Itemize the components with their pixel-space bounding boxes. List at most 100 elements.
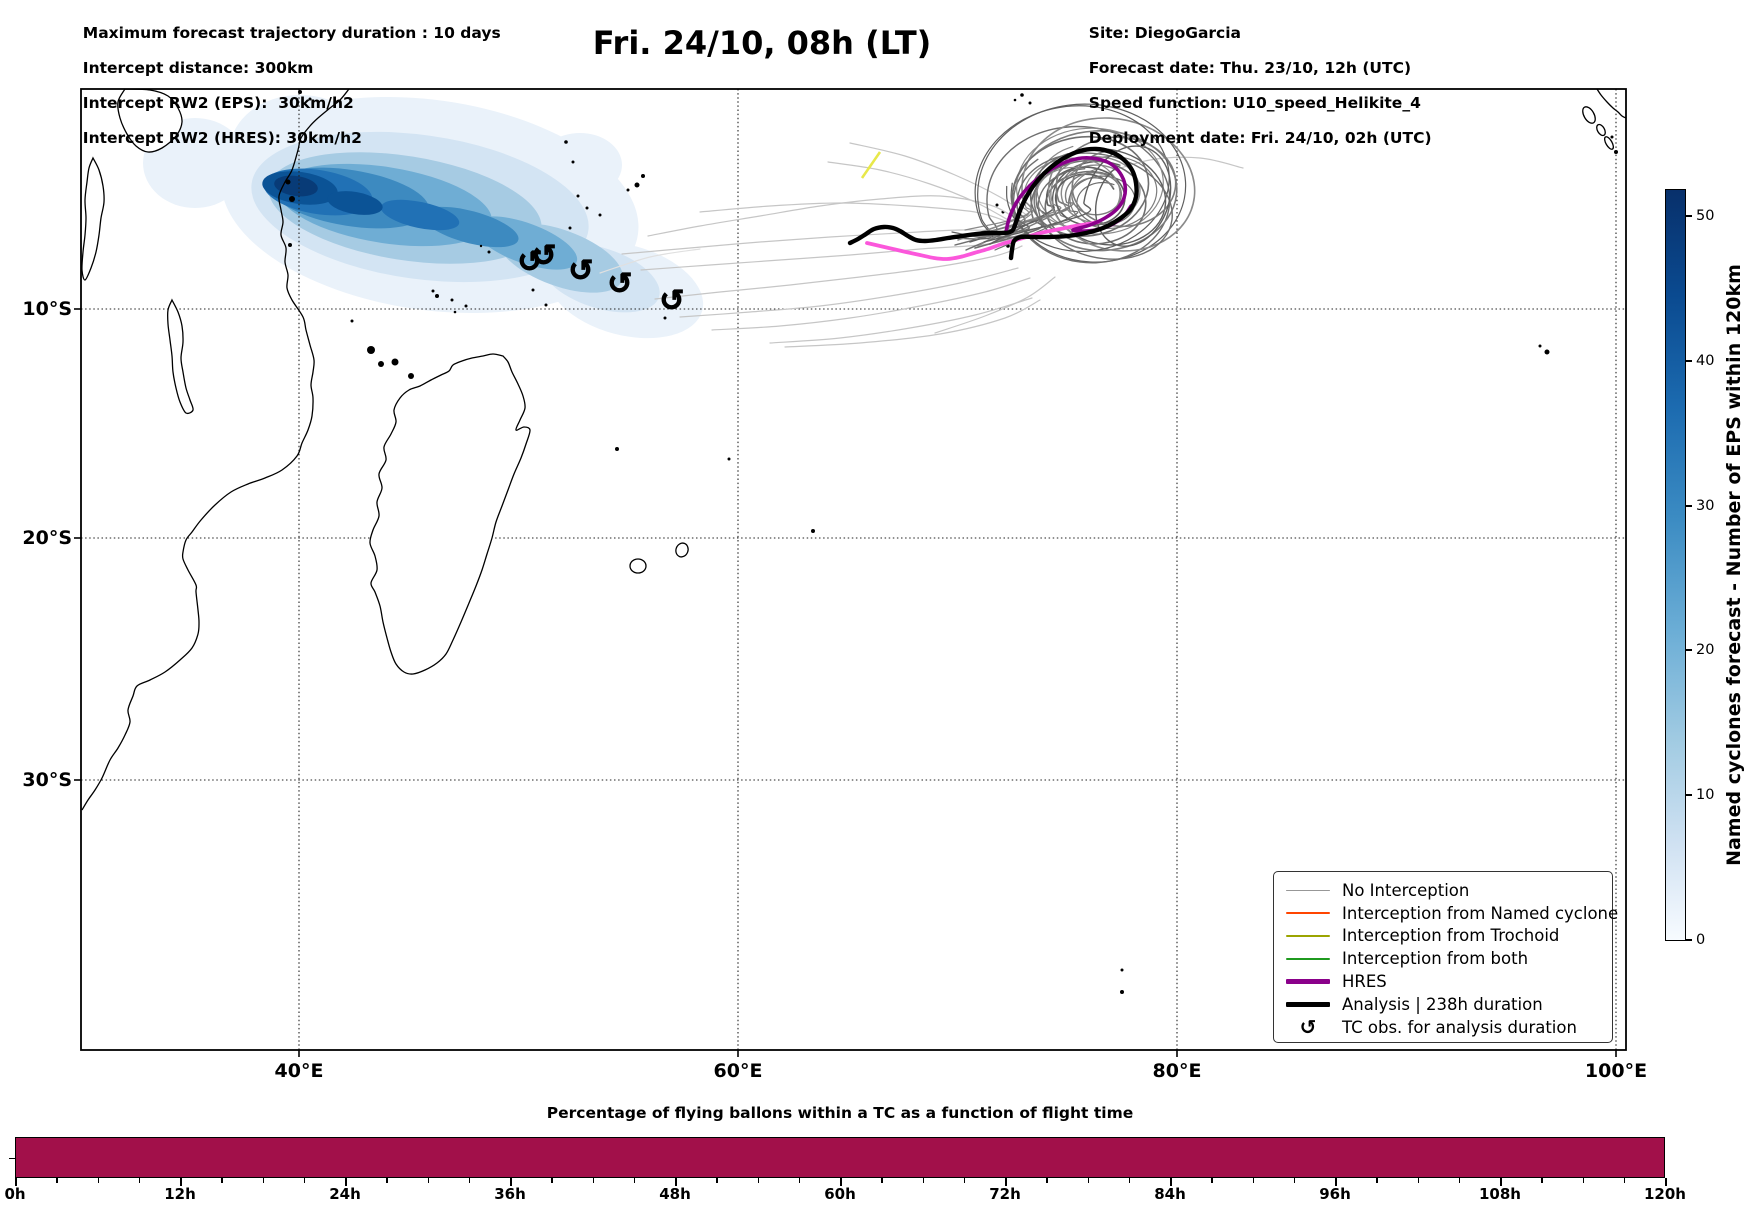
island-dot	[298, 90, 302, 94]
density-blob	[380, 199, 460, 231]
colorbar-tick-label: 10	[1696, 787, 1715, 803]
bottom-axis-tick-label: 72h	[989, 1185, 1021, 1203]
bottom-axis-tick	[221, 1178, 223, 1183]
bottom-axis-tick	[1582, 1178, 1584, 1183]
bottom-axis-tick	[840, 1178, 842, 1186]
colorbar-tick-label: 40	[1696, 353, 1715, 369]
bottom-axis-tick-label: 0h	[4, 1185, 26, 1203]
island-dot	[1538, 344, 1542, 348]
colorbar-label: Named cyclones forecast - Number of EPS …	[1723, 264, 1745, 866]
island-dot	[285, 179, 291, 185]
bottom-axis-tick	[1665, 1178, 1667, 1186]
island-dot	[568, 226, 572, 230]
header-right-line: Deployment date: Fri. 24/10, 02h (UTC)	[1088, 128, 1432, 147]
bottom-axis-tick	[757, 1178, 759, 1183]
lake-outline	[81, 156, 105, 281]
legend-label: HRES	[1342, 972, 1387, 992]
bottom-axis-tick	[922, 1178, 924, 1183]
bottom-axis-tick	[180, 1178, 182, 1186]
island-dot	[431, 289, 435, 293]
colorbar-tick	[1686, 939, 1692, 941]
island-outline	[1582, 106, 1596, 124]
legend: No Interception Interception from Named c…	[1273, 871, 1618, 1043]
legend-item: HRES	[1286, 970, 1612, 993]
trajectory-loop	[999, 171, 1122, 241]
x-axis-tick-label: 40°E	[274, 1060, 324, 1082]
bottom-axis-tick	[1087, 1178, 1089, 1183]
header-right-line: Forecast date: Thu. 23/10, 12h (UTC)	[1088, 58, 1412, 77]
trajectory-no-interception	[640, 238, 1013, 271]
island-outline	[1603, 136, 1615, 150]
legend-line-sample	[1286, 935, 1330, 937]
tc-obs-icon: ↺	[531, 239, 556, 274]
trajectory-no-interception	[827, 161, 1011, 222]
island-outline	[629, 558, 647, 574]
island-dot	[1120, 968, 1124, 972]
legend-line	[1286, 935, 1330, 937]
island-dot	[598, 213, 602, 217]
tc-obs-icon: ↺	[659, 284, 684, 319]
bottom-axis-tick	[1046, 1178, 1048, 1183]
island-dot	[450, 298, 454, 302]
trajectory-no-interception	[679, 267, 1019, 318]
island-dot	[641, 174, 645, 178]
bottom-axis-tick	[592, 1178, 594, 1183]
y-axis-tick-label: 30°S	[22, 769, 72, 791]
island-dot	[367, 346, 375, 354]
colorbar	[1665, 189, 1686, 941]
trochoid-interception-segment	[860, 151, 882, 179]
bottom-axis-tick	[1500, 1178, 1502, 1186]
colorbar-tick-label: 0	[1696, 932, 1706, 948]
island-outline	[675, 542, 689, 558]
island-dot	[663, 316, 667, 320]
colorbar-tick-label: 20	[1696, 642, 1715, 658]
legend-item: Interception from Named cyclone	[1286, 902, 1618, 925]
magenta-track	[865, 220, 1100, 261]
island-dot	[479, 244, 483, 248]
header-left-line: Intercept RW2 (EPS): 30km/h2	[82, 93, 354, 112]
bottom-axis-tick	[1541, 1178, 1543, 1183]
bottom-axis-tick	[633, 1178, 636, 1183]
legend-line-sample	[1286, 1001, 1330, 1007]
bottom-axis-tick	[716, 1178, 718, 1183]
graticule	[81, 89, 1626, 1050]
bottom-axis-tick	[1293, 1178, 1296, 1183]
legend-label: TC obs. for analysis duration	[1342, 1017, 1577, 1037]
island-dot	[1013, 98, 1017, 102]
island-dot	[308, 97, 312, 101]
island-dot	[289, 196, 295, 202]
density-blob	[327, 191, 383, 215]
bottom-axis-tick	[1623, 1178, 1626, 1183]
trajectory-no-interception	[699, 202, 1009, 223]
bottom-axis-tick	[97, 1178, 99, 1183]
legend-line	[1286, 1001, 1330, 1007]
legend-item: No Interception	[1286, 879, 1612, 902]
y-axis-tick-label: 10°S	[22, 298, 72, 320]
bottom-axis-tick-label: 120h	[1644, 1185, 1686, 1203]
island-dot	[1028, 101, 1032, 105]
island-dot	[564, 140, 568, 144]
island-dot	[615, 447, 619, 451]
legend-label: Interception from both	[1342, 949, 1529, 969]
bottom-axis-tick-label: 60h	[824, 1185, 856, 1203]
bottom-axis-tick-label: 48h	[659, 1185, 691, 1203]
colorbar-tick	[1686, 360, 1692, 362]
colorbar-tick	[1686, 215, 1692, 217]
header-left-line: Maximum forecast trajectory duration : 1…	[82, 23, 501, 42]
bottom-axis-tick	[303, 1178, 306, 1183]
legend-line-sample	[1286, 957, 1330, 960]
island-dot	[1544, 349, 1550, 355]
bottom-axis-tick	[881, 1178, 883, 1183]
trajectory-no-interception	[784, 299, 1041, 348]
island-dot	[634, 182, 640, 188]
island-dot	[1020, 93, 1024, 97]
island-dot	[453, 310, 457, 314]
bottom-axis-tick	[1376, 1178, 1378, 1183]
island-dot	[391, 358, 399, 366]
bottom-axis-tick	[262, 1178, 264, 1183]
bottom-axis-tick	[798, 1178, 801, 1183]
bottom-chart-bar	[15, 1137, 1665, 1178]
island-dot	[995, 203, 999, 207]
legend-line-sample	[1286, 889, 1330, 892]
